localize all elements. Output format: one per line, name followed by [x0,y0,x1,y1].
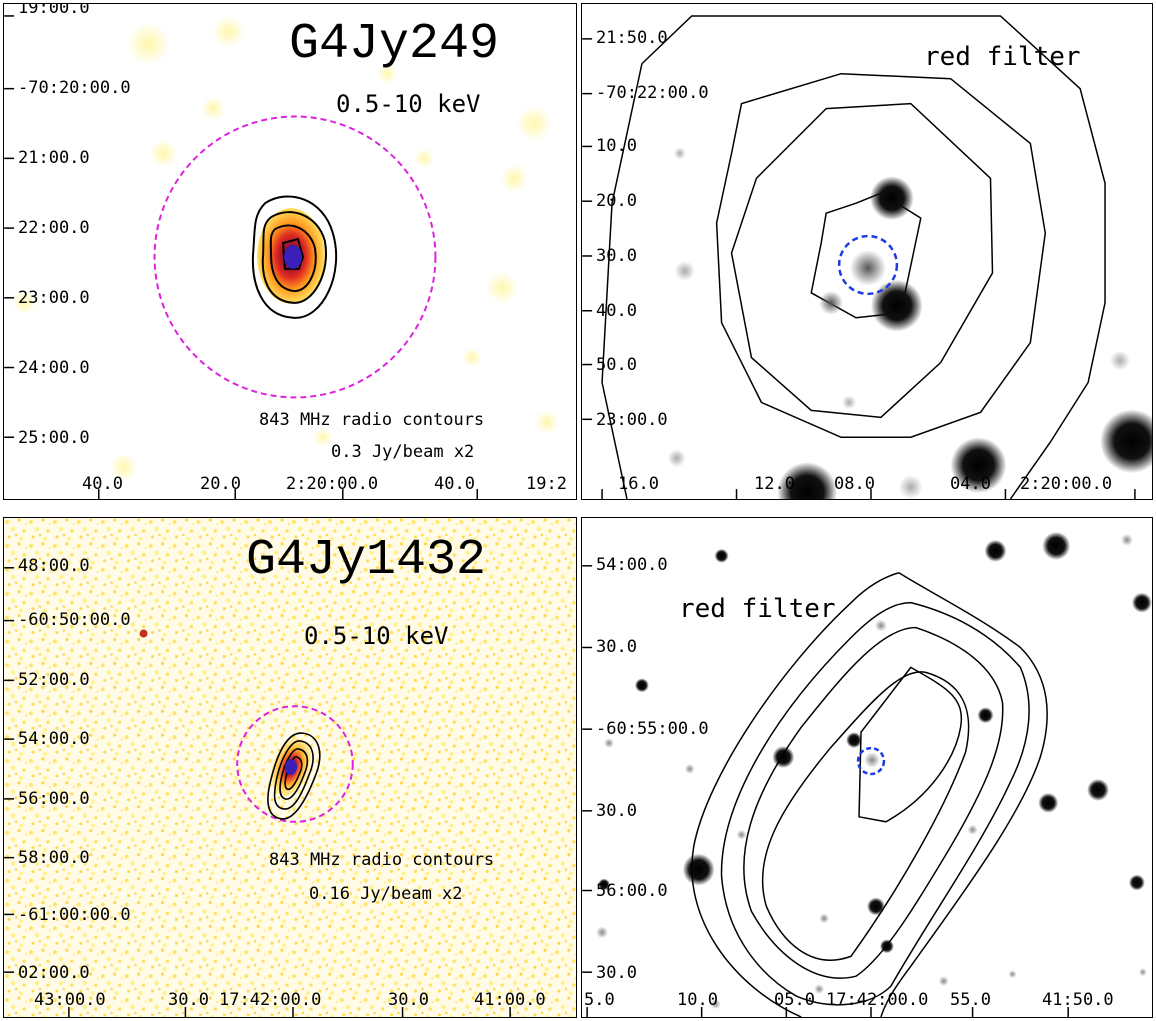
y-tick-label: 25:00.0 [18,428,90,448]
panel-g4jy1432-optical: red filter 54:00.0 30.0 -60:55:00.0 30.0… [581,517,1153,1018]
y-tick-label: -60:55:00.0 [596,719,709,739]
y-tick-label: 48:00.0 [18,556,90,576]
x-tick-label: 16.0 [618,474,659,494]
x-tick-label: 20.0 [200,474,241,494]
contour-level-note: 0.3 Jy/beam x2 [331,442,475,462]
contour-note: 843 MHz radio contours [259,410,485,430]
x-tick-label: 12.0 [754,474,795,494]
y-tick-label: 56:00.0 [18,789,90,809]
x-tick-label: 30.0 [388,990,429,1010]
x-tick-label: 41:00.0 [474,990,546,1010]
x-tick-label: 30.0 [168,990,209,1010]
y-tick-label: 50.0 [596,355,637,375]
y-tick-label: 30.0 [596,801,637,821]
y-tick-label: 23:00.0 [596,410,668,430]
panel-g4jy249-optical: red filter 21:50.0 -70:22:00.0 10.0 20.0… [581,3,1153,500]
filter-label: red filter [679,594,836,624]
panel-g4jy1432-xray: G4Jy1432 0.5-10 keV 843 MHz radio contou… [3,517,577,1018]
y-tick-label: 54:00.0 [596,555,668,575]
xray-image-g4jy249 [4,15,559,499]
y-tick-label: 10.0 [596,136,637,156]
x-tick-label: 17:42:00.0 [219,990,322,1010]
y-tick-label: 30.0 [596,963,637,983]
x-tick-label: 04.0 [950,474,991,494]
y-tick-label: 02:00.0 [18,963,90,983]
y-tick-label: 23:00.0 [18,288,90,308]
y-tick-label: 20.0 [596,191,637,211]
y-tick-label: 58:00.0 [18,848,90,868]
x-tick-label: 43:00.0 [34,990,106,1010]
y-tick-label: 30.0 [596,637,637,657]
y-tick-label: 52:00.0 [18,670,90,690]
x-tick-label: 19:2 [526,474,567,494]
y-tick-label: -70:20:00.0 [18,78,131,98]
y-tick-label: 22:00.0 [18,218,90,238]
x-tick-label: 17:42:00.0 [826,990,929,1010]
y-tick-label: -70:22:00.0 [596,83,709,103]
xray-image-g4jy1432 [4,518,576,1017]
x-tick-label: 40.0 [82,474,123,494]
radio-contours [251,195,338,319]
x-tick-label: 40.0 [434,474,475,494]
counterpart-circle [856,746,886,776]
source-title: G4Jy249 [289,16,500,73]
source-peak [285,759,297,775]
y-tick-label: 56:00.0 [596,881,668,901]
optical-image-g4jy249 [582,15,1152,499]
x-tick-label: 2:20:00.0 [1020,474,1113,494]
band-label: 0.5-10 keV [336,90,481,118]
radio-contours [691,572,1048,1017]
y-tick-label: -61:00:00.0 [18,905,131,925]
y-tick-label: -60:50:00.0 [18,610,131,630]
x-tick-label: 5.0 [584,990,615,1010]
source-title: G4Jy1432 [246,532,487,589]
x-tick-label: 55.0 [950,990,991,1010]
extraction-ring [236,705,354,823]
y-tick-label: 24:00.0 [18,358,90,378]
contour-level-note: 0.16 Jy/beam x2 [309,884,463,904]
source-peak [284,245,302,269]
x-tick-label: 08.0 [834,474,875,494]
x-tick-label: 41:50.0 [1042,990,1114,1010]
x-tick-label: 10.0 [677,990,718,1010]
x-tick-label: 2:20:00.0 [286,474,379,494]
optical-image-g4jy1432 [582,531,1152,1017]
filter-label: red filter [924,42,1081,72]
contour-note: 843 MHz radio contours [269,850,495,870]
y-tick-label: 19:00.0 [18,3,90,18]
x-tick-label: 05.0 [774,990,815,1010]
counterpart-circle [837,234,899,296]
radio-contours [601,15,1106,499]
band-label: 0.5-10 keV [304,622,449,650]
extraction-ring [153,115,437,399]
y-tick-label: 40.0 [596,301,637,321]
panel-g4jy249-xray: G4Jy249 0.5-10 keV 843 MHz radio contour… [3,3,577,500]
y-tick-label: 21:00.0 [18,148,90,168]
y-tick-label: 21:50.0 [596,28,668,48]
y-tick-label: 54:00.0 [18,729,90,749]
y-tick-label: 30.0 [596,246,637,266]
